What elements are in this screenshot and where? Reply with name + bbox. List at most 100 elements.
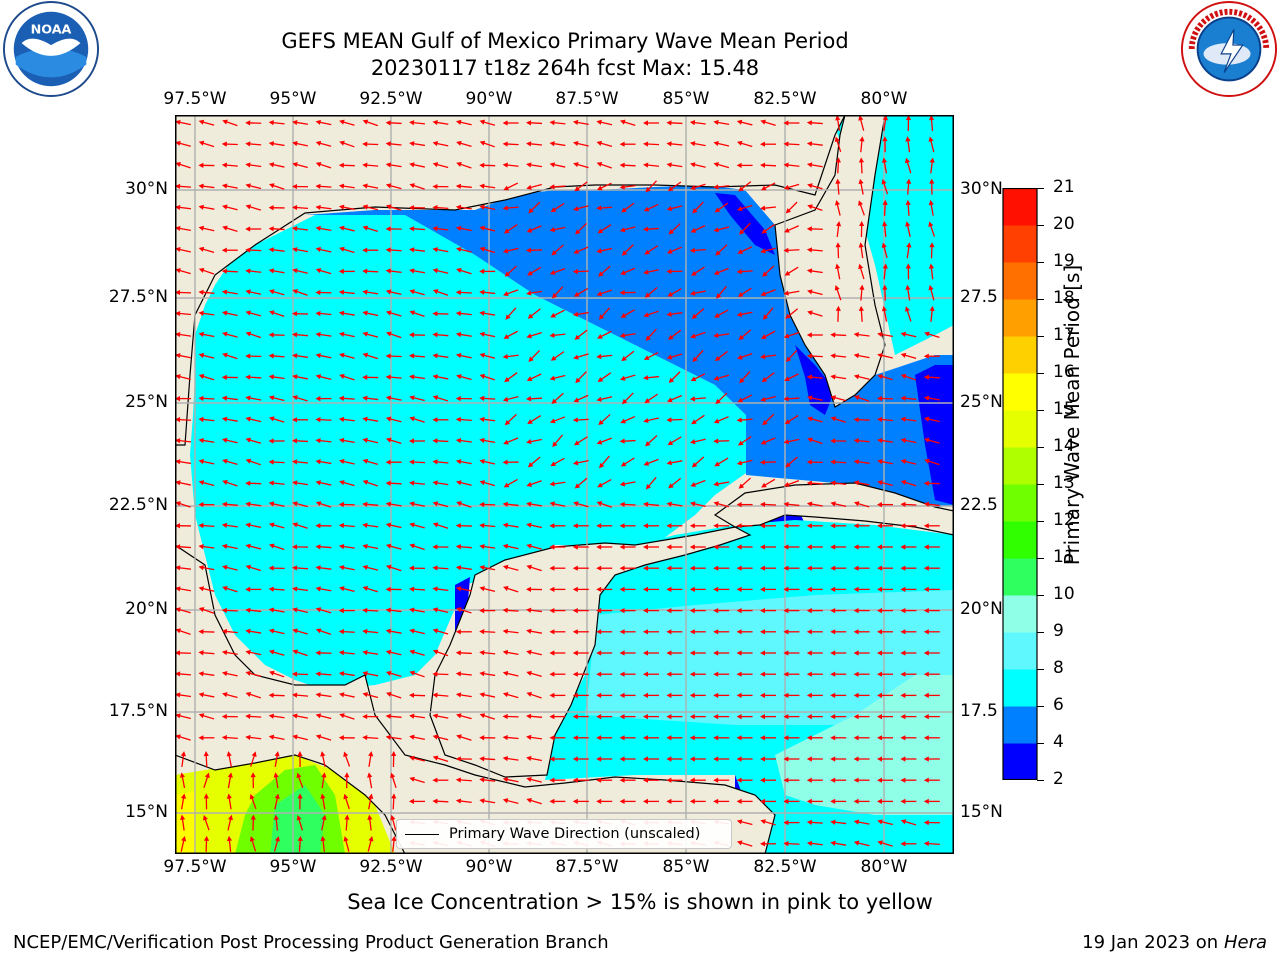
nws-logo	[1180, 0, 1278, 98]
wave-direction-arrow	[784, 225, 799, 233]
map-frame	[175, 115, 954, 854]
wave-direction-arrow	[385, 395, 402, 401]
wave-direction-arrow	[667, 288, 682, 297]
wave-direction-arrow	[479, 756, 496, 762]
wave-direction-arrow	[385, 204, 402, 211]
wave-direction-arrow	[713, 162, 730, 169]
wave-direction-arrow	[643, 565, 659, 571]
wave-direction-arrow	[806, 141, 823, 147]
colorbar-tick: 9	[1053, 621, 1064, 641]
wave-direction-arrow	[549, 671, 566, 677]
wave-direction-arrow	[245, 628, 262, 634]
wave-direction-arrow	[549, 481, 566, 487]
colorbar-tick-mark	[1037, 484, 1044, 485]
wave-direction-arrow	[315, 246, 332, 253]
wave-direction-arrow	[596, 756, 613, 762]
wave-direction-arrow	[338, 395, 355, 401]
wave-direction-arrow	[367, 814, 373, 831]
wave-direction-arrow	[245, 649, 262, 656]
wave-direction-arrow	[598, 307, 611, 320]
wave-direction-arrow	[882, 221, 888, 238]
longitude-label: 85°W	[662, 89, 710, 109]
wave-direction-arrow	[929, 305, 935, 322]
wave-direction-arrow	[738, 477, 751, 489]
wave-direction-arrow	[928, 199, 934, 216]
wave-direction-arrow	[338, 310, 355, 316]
wave-direction-arrow	[409, 395, 425, 402]
wave-direction-arrow	[620, 457, 635, 467]
wave-direction-arrow	[619, 141, 636, 147]
wave-direction-arrow	[479, 204, 496, 210]
wave-direction-arrow	[785, 456, 798, 468]
wave-direction-arrow	[713, 756, 730, 762]
colorbar-segment	[1003, 632, 1037, 670]
wave-direction-arrow	[713, 119, 730, 126]
wave-direction-arrow	[760, 544, 776, 550]
wave-direction-arrow	[761, 478, 776, 488]
wave-direction-arrow	[526, 290, 543, 296]
wave-direction-arrow	[760, 608, 776, 614]
wave-direction-arrow	[455, 289, 472, 296]
wave-direction-arrow	[619, 777, 636, 783]
wave-direction-arrow	[713, 184, 730, 190]
svg-text:NOAA: NOAA	[31, 22, 72, 37]
wave-direction-arrow	[900, 480, 917, 487]
wave-direction-arrow	[455, 777, 472, 783]
wave-direction-arrow	[315, 353, 332, 359]
wave-direction-arrow	[455, 692, 472, 698]
wave-direction-arrow	[783, 629, 800, 635]
wave-direction-arrow	[575, 371, 587, 384]
colorbar-tick: 14	[1053, 436, 1075, 456]
wave-direction-arrow	[268, 692, 285, 698]
wave-direction-arrow	[292, 692, 309, 698]
wave-direction-arrow	[900, 735, 917, 741]
wave-direction-arrow	[409, 289, 425, 296]
wave-direction-arrow	[432, 777, 449, 783]
wave-direction-arrow	[666, 756, 683, 762]
wave-direction-arrow	[502, 628, 519, 635]
wave-direction-arrow	[320, 751, 326, 767]
wave-direction-arrow	[456, 268, 472, 275]
wave-direction-arrow	[268, 268, 285, 274]
latitude-label: 15°N	[125, 802, 168, 822]
wave-direction-arrow	[268, 649, 285, 656]
wave-direction-arrow	[479, 544, 496, 550]
wave-direction-arrow	[900, 671, 917, 677]
wave-direction-arrow	[409, 565, 426, 571]
wave-direction-arrow	[549, 226, 566, 233]
wave-direction-arrow	[643, 777, 659, 783]
wave-direction-arrow	[596, 777, 613, 783]
wave-direction-arrow	[455, 586, 472, 592]
wave-direction-arrow	[877, 374, 893, 381]
wave-direction-arrow	[835, 263, 841, 280]
wave-direction-arrow	[344, 772, 350, 789]
wave-direction-arrow	[175, 204, 192, 211]
wave-direction-arrow	[455, 565, 472, 571]
wave-direction-arrow	[549, 544, 566, 550]
wave-direction-arrow	[830, 416, 847, 423]
wave-direction-arrow	[362, 416, 379, 422]
wave-direction-arrow	[526, 225, 542, 233]
wave-direction-arrow	[597, 330, 612, 339]
wave-direction-arrow	[900, 395, 917, 401]
wave-direction-arrow	[502, 692, 519, 699]
wave-direction-arrow	[320, 793, 326, 810]
wave-direction-arrow	[714, 309, 729, 318]
wave-direction-arrow	[760, 777, 776, 783]
wave-direction-arrow	[572, 735, 589, 741]
wave-direction-arrow	[456, 713, 472, 720]
wave-direction-arrow	[198, 480, 215, 487]
wave-direction-arrow	[877, 608, 893, 614]
wave-direction-arrow	[877, 650, 893, 656]
wave-direction-arrow	[409, 268, 425, 274]
wave-direction-arrow	[268, 205, 285, 211]
wave-direction-arrow	[315, 183, 332, 189]
wave-direction-arrow	[859, 221, 865, 238]
wave-direction-arrow	[690, 373, 706, 382]
wave-direction-arrow	[689, 523, 706, 529]
wave-direction-arrow	[203, 835, 210, 852]
wave-direction-arrow	[409, 734, 425, 740]
wave-direction-arrow	[409, 438, 425, 444]
wave-direction-arrow	[338, 629, 355, 635]
wave-direction-arrow	[853, 608, 870, 614]
